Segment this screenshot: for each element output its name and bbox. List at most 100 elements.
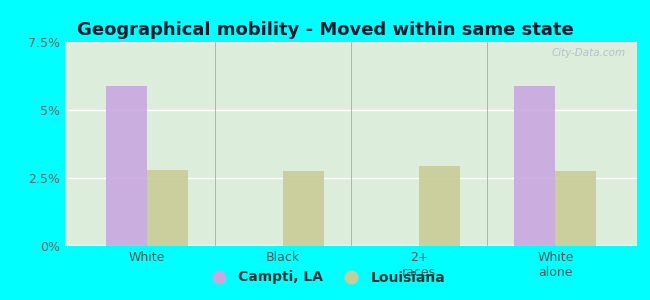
- Bar: [65, 201, 637, 246]
- Bar: [65, 240, 637, 246]
- Bar: [65, 215, 637, 246]
- Bar: [65, 126, 637, 245]
- Bar: [65, 73, 637, 244]
- Bar: [555, 171, 596, 246]
- Bar: [65, 54, 637, 244]
- Bar: [65, 132, 637, 245]
- Bar: [65, 107, 637, 244]
- Bar: [65, 101, 637, 244]
- Bar: [65, 144, 637, 245]
- Bar: [65, 146, 637, 245]
- Text: City-Data.com: City-Data.com: [551, 48, 625, 58]
- Bar: [65, 130, 637, 245]
- Bar: [65, 179, 637, 245]
- Bar: [65, 105, 637, 244]
- Bar: [65, 79, 637, 244]
- Bar: [65, 70, 637, 244]
- Bar: [65, 109, 637, 245]
- Bar: [65, 177, 637, 245]
- Bar: [65, 154, 637, 245]
- Bar: [65, 205, 637, 246]
- Bar: [65, 87, 637, 244]
- Bar: [65, 60, 637, 244]
- Bar: [65, 111, 637, 245]
- Bar: [65, 93, 637, 244]
- Bar: [65, 116, 637, 245]
- Bar: [65, 103, 637, 244]
- Bar: [65, 150, 637, 245]
- Bar: [65, 52, 637, 244]
- Bar: [65, 172, 637, 245]
- Bar: [65, 134, 637, 245]
- Bar: [65, 83, 637, 244]
- Bar: [65, 167, 637, 245]
- Bar: [65, 142, 637, 245]
- Bar: [65, 183, 637, 245]
- Bar: [65, 44, 637, 244]
- Bar: [65, 42, 637, 244]
- Bar: [283, 171, 324, 246]
- Bar: [65, 164, 637, 245]
- Bar: [65, 68, 637, 244]
- Bar: [65, 124, 637, 245]
- Bar: [65, 89, 637, 244]
- Bar: [65, 113, 637, 245]
- Bar: [65, 213, 637, 246]
- Bar: [65, 75, 637, 244]
- Bar: [65, 48, 637, 244]
- Bar: [65, 64, 637, 244]
- Bar: [65, 218, 637, 246]
- Bar: [65, 128, 637, 245]
- Bar: [65, 238, 637, 246]
- Bar: [65, 195, 637, 245]
- Bar: [65, 152, 637, 245]
- Bar: [65, 181, 637, 245]
- Bar: [65, 220, 637, 246]
- Bar: [65, 242, 637, 246]
- Bar: [65, 156, 637, 245]
- Bar: [65, 228, 637, 246]
- Bar: [65, 140, 637, 245]
- Text: Geographical mobility - Moved within same state: Geographical mobility - Moved within sam…: [77, 21, 573, 39]
- Bar: [65, 148, 637, 245]
- Bar: [65, 56, 637, 244]
- Bar: [65, 99, 637, 244]
- Bar: [65, 170, 637, 245]
- Bar: [65, 67, 637, 244]
- Bar: [65, 138, 637, 245]
- Bar: [65, 230, 637, 246]
- Bar: [65, 211, 637, 246]
- Bar: [65, 162, 637, 245]
- Bar: [65, 58, 637, 244]
- Bar: [65, 226, 637, 246]
- Bar: [419, 166, 460, 246]
- Bar: [514, 85, 555, 246]
- Bar: [65, 191, 637, 245]
- Bar: [65, 224, 637, 246]
- Bar: [65, 207, 637, 246]
- Bar: [65, 118, 637, 245]
- Bar: [65, 199, 637, 246]
- Bar: [65, 187, 637, 245]
- Bar: [65, 158, 637, 245]
- Bar: [65, 221, 637, 246]
- Bar: [65, 193, 637, 245]
- Bar: [65, 197, 637, 245]
- Bar: [65, 81, 637, 244]
- Bar: [65, 62, 637, 244]
- Bar: [65, 91, 637, 244]
- Bar: [65, 136, 637, 245]
- Bar: [65, 85, 637, 244]
- Bar: [65, 160, 637, 245]
- Bar: [65, 95, 637, 244]
- Bar: [65, 119, 637, 245]
- Bar: [65, 232, 637, 246]
- Bar: [65, 203, 637, 246]
- Bar: [65, 189, 637, 245]
- Bar: [65, 77, 637, 244]
- Legend: Campti, LA, Louisiana: Campti, LA, Louisiana: [200, 265, 450, 290]
- Bar: [65, 185, 637, 245]
- Bar: [65, 244, 637, 246]
- Bar: [65, 97, 637, 244]
- Bar: [65, 169, 637, 245]
